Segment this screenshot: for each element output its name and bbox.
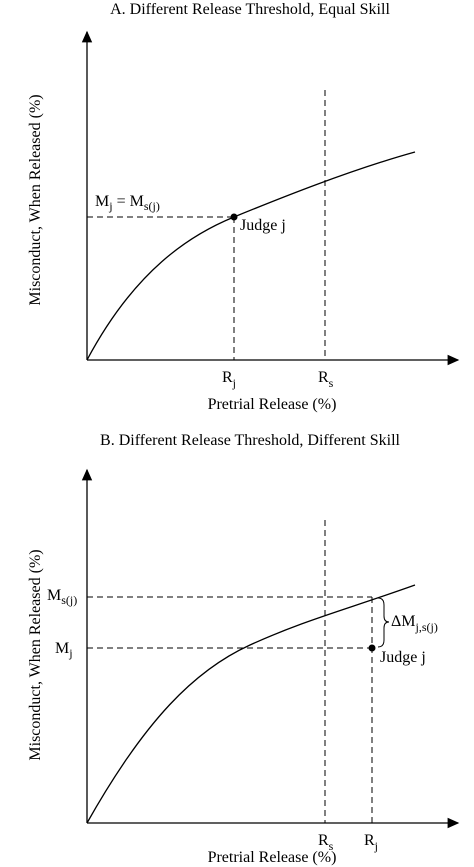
title: B. Different Release Threshold, Differen… (100, 432, 400, 449)
rs-label: Rs (318, 832, 334, 853)
mj-label: Mj (55, 640, 73, 660)
rj-label: Rj (222, 369, 236, 390)
point-label: Judge j (240, 217, 286, 234)
point (368, 644, 376, 652)
rj-label: Rj (364, 832, 378, 853)
point (230, 213, 238, 221)
brace (377, 597, 390, 648)
x-label: Pretrial Release (%) (208, 849, 337, 866)
panel-a: A. Different Release Threshold, Equal Sk… (27, 1, 460, 413)
curve (86, 584, 416, 824)
y-label: Misconduct, When Released (%) (27, 94, 44, 305)
x-label: Pretrial Release (%) (208, 396, 337, 413)
ms-label: Ms(j) (47, 587, 77, 607)
curve (86, 151, 416, 361)
y-label: Misconduct, When Released (%) (27, 549, 44, 760)
point-label: Judge j (380, 649, 426, 666)
rs-label: Rs (318, 369, 334, 390)
panel-b: B. Different Release Threshold, Differen… (27, 432, 460, 866)
delta-label: ΔMj,s(j) (391, 613, 438, 634)
m-label: Mj = Ms(j) (95, 193, 160, 213)
title: A. Different Release Threshold, Equal Sk… (110, 1, 390, 18)
